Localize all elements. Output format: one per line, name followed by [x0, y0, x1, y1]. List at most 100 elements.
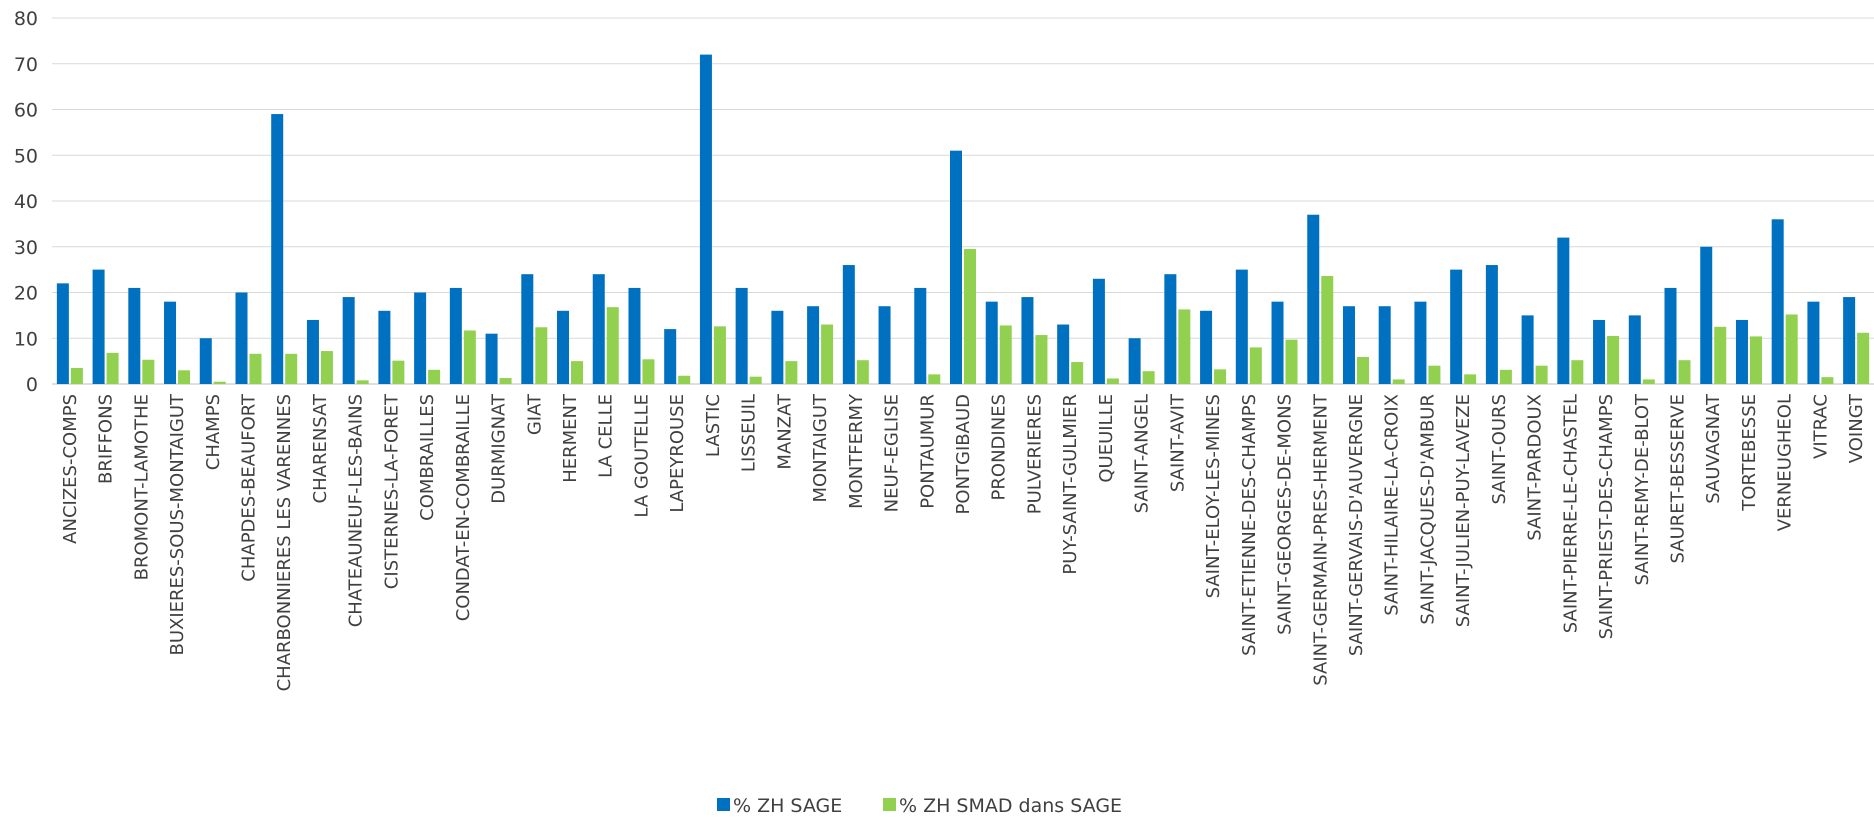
y-tick-label: 20 [14, 283, 38, 305]
bar-zh-sage-28 [1057, 324, 1070, 384]
legend-label-1: % ZH SMAD dans SAGE [899, 795, 1122, 817]
x-tick-label: MANZAT [774, 393, 795, 470]
bar-zh-smad-22 [856, 360, 869, 384]
bar-zh-smad-9 [392, 360, 405, 384]
bar-zh-smad-46 [1714, 326, 1727, 384]
x-tick-label: SAUVAGNAT [1703, 393, 1724, 504]
legend-swatch-0 [717, 798, 730, 811]
bar-zh-smad-0 [70, 367, 83, 384]
bar-zh-smad-21 [821, 324, 834, 384]
bar-zh-sage-25 [950, 150, 962, 384]
x-tick-label: PUY-SAINT-GULMIER [1060, 394, 1081, 575]
x-tick-label: CHARBONNIERES LES VARENNES [274, 394, 295, 691]
bar-zh-smad-14 [571, 361, 584, 384]
x-tick-label: SAINT-GERMAIN-PRES-HERMENT [1310, 393, 1331, 686]
bar-zh-smad-20 [785, 361, 798, 384]
y-tick-label: 30 [14, 237, 38, 259]
bar-zh-sage-46 [1700, 246, 1713, 384]
bar-zh-smad-26 [999, 325, 1012, 384]
bar-zh-sage-1 [92, 269, 105, 384]
bar-zh-sage-15 [592, 274, 605, 384]
y-tick-label: 40 [14, 191, 38, 213]
bar-zh-smad-45 [1678, 360, 1691, 384]
bar-zh-sage-45 [1664, 287, 1677, 384]
bar-zh-smad-30 [1142, 371, 1155, 384]
bar-zh-sage-2 [128, 287, 141, 384]
bar-zh-smad-27 [1035, 335, 1048, 384]
bar-zh-sage-14 [557, 310, 570, 384]
bar-zh-sage-38 [1414, 301, 1427, 384]
x-tick-label: SAINT-GERVAIS-D'AUVERGNE [1346, 394, 1367, 656]
bar-zh-smad-17 [678, 375, 691, 384]
bar-zh-sage-5 [235, 292, 248, 384]
x-tick-label: SAINT-ETIENNE-DES-CHAMPS [1239, 394, 1260, 656]
bar-zh-sage-49 [1807, 301, 1820, 384]
bar-zh-sage-11 [449, 287, 462, 384]
x-tick-label: VITRAC [1810, 394, 1831, 459]
bar-zh-smad-25 [964, 249, 976, 384]
x-tick-label: LA GOUTELLE [631, 394, 652, 518]
bar-zh-sage-48 [1771, 219, 1784, 384]
bar-zh-smad-43 [1607, 335, 1620, 384]
bar-zh-sage-44 [1628, 315, 1641, 384]
x-tick-label: LISSEUIL [739, 394, 760, 472]
x-tick-label: SAINT-GEORGES-DE-MONS [1275, 394, 1296, 635]
bar-zh-sage-26 [985, 301, 998, 384]
bar-zh-smad-32 [1214, 369, 1227, 384]
x-tick-label: SAINT-AVIT [1167, 393, 1188, 492]
x-tick-label: SAINT-PRIEST-DES-CHAMPS [1596, 394, 1617, 639]
bar-zh-sage-32 [1200, 310, 1213, 384]
bar-zh-smad-10 [428, 369, 441, 384]
x-tick-label: SAINT-PIERRE-LE-CHASTEL [1560, 394, 1581, 633]
x-tick-label: SAINT-JULIEN-PUY-LAVEZE [1453, 394, 1474, 627]
bars [56, 54, 1870, 384]
x-tick-label: CHAMPS [203, 394, 224, 470]
gridlines [52, 17, 1874, 385]
x-tick-label: LAPEYROUSE [667, 394, 688, 513]
x-tick-label: PONTAUMUR [917, 394, 938, 509]
bar-zh-sage-24 [914, 287, 927, 384]
bar-zh-sage-22 [842, 265, 855, 384]
x-tick-label: SAINT-OURS [1489, 394, 1510, 504]
bar-zh-sage-40 [1485, 265, 1498, 384]
bar-zh-sage-7 [306, 319, 319, 384]
bar-zh-smad-1 [106, 352, 119, 384]
x-tick-label: PONTGIBAUD [953, 394, 974, 514]
bar-zh-sage-43 [1593, 319, 1606, 384]
bar-zh-sage-34 [1271, 301, 1284, 384]
x-tick-label: LASTIC [703, 394, 724, 457]
bar-zh-smad-11 [463, 330, 476, 384]
bar-zh-sage-19 [735, 287, 748, 384]
bar-zh-sage-31 [1164, 274, 1177, 384]
y-tick-label: 0 [26, 374, 38, 396]
x-tick-label: SAINT-ANGEL [1132, 394, 1153, 513]
bar-zh-smad-2 [142, 359, 155, 384]
bar-zh-sage-42 [1557, 237, 1570, 384]
x-tick-label: TORTEBESSE [1739, 394, 1760, 512]
bar-zh-sage-4 [199, 338, 212, 384]
x-tick-label: QUEUILLE [1096, 394, 1117, 483]
bar-zh-smad-28 [1071, 362, 1084, 384]
bar-zh-sage-50 [1843, 297, 1856, 384]
bar-zh-smad-49 [1821, 377, 1834, 384]
bar-zh-smad-41 [1535, 365, 1548, 384]
x-tick-label: LA CELLE [596, 394, 617, 478]
bar-zh-smad-4 [213, 381, 226, 384]
bar-zh-sage-12 [485, 333, 498, 384]
bar-zh-sage-16 [628, 287, 641, 384]
bar-zh-sage-17 [664, 329, 677, 384]
bar-zh-smad-24 [928, 374, 941, 384]
x-tick-label: SAINT-REMY-DE-BLOT [1632, 393, 1653, 585]
x-tick-label: GIAT [524, 393, 545, 435]
bar-zh-sage-20 [771, 310, 784, 384]
bar-zh-smad-18 [713, 326, 726, 384]
legend-swatch-1 [883, 798, 896, 811]
legend-label-0: % ZH SAGE [733, 795, 842, 817]
x-tick-label: CHARENSAT [310, 393, 331, 503]
x-tick-label: PRONDINES [989, 394, 1010, 500]
x-tick-label: BRIFFONS [96, 394, 117, 484]
bar-zh-smad-35 [1321, 276, 1334, 384]
bar-zh-sage-9 [378, 310, 391, 384]
bar-zh-sage-39 [1450, 269, 1463, 384]
